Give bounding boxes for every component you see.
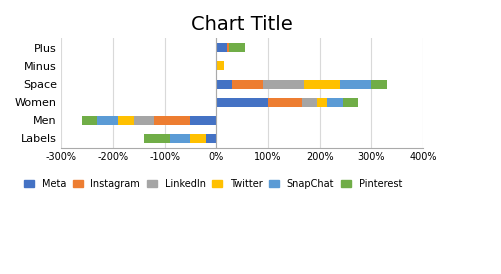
Bar bbox=[154, 116, 190, 125]
Bar bbox=[190, 116, 216, 125]
Bar bbox=[190, 134, 205, 143]
Bar bbox=[301, 98, 317, 107]
Bar bbox=[216, 98, 268, 107]
Bar bbox=[216, 61, 223, 70]
Bar bbox=[205, 134, 216, 143]
Bar bbox=[82, 116, 97, 125]
Bar bbox=[371, 79, 386, 89]
Bar bbox=[226, 43, 229, 52]
Title: Chart Title: Chart Title bbox=[191, 15, 293, 34]
Bar bbox=[262, 79, 304, 89]
Bar bbox=[216, 79, 231, 89]
Bar bbox=[327, 98, 342, 107]
Bar bbox=[229, 43, 244, 52]
Bar bbox=[304, 79, 340, 89]
Bar bbox=[340, 79, 371, 89]
Bar bbox=[231, 79, 262, 89]
Bar bbox=[342, 98, 358, 107]
Bar bbox=[268, 98, 301, 107]
Bar bbox=[169, 134, 190, 143]
Bar bbox=[144, 134, 169, 143]
Bar bbox=[118, 116, 133, 125]
Bar bbox=[317, 98, 327, 107]
Bar bbox=[216, 43, 226, 52]
Bar bbox=[97, 116, 118, 125]
Legend: Meta, Instagram, LinkedIn, Twitter, SnapChat, Pinterest: Meta, Instagram, LinkedIn, Twitter, Snap… bbox=[24, 179, 401, 189]
Bar bbox=[133, 116, 154, 125]
